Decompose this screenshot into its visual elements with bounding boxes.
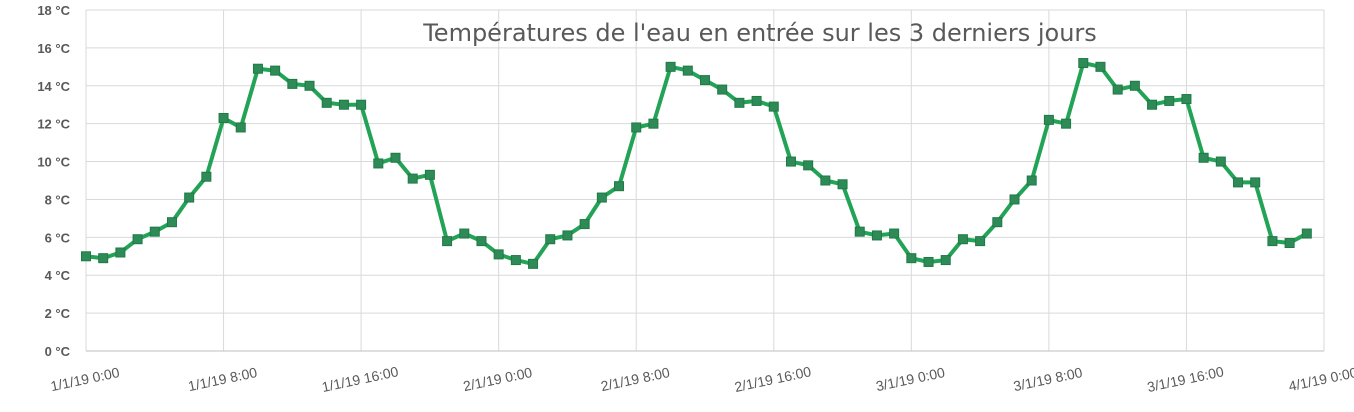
data-point [252, 63, 263, 74]
x-tick-label: 1/1/19 16:00 [320, 363, 400, 395]
data-point [1129, 80, 1140, 91]
data-point [356, 99, 367, 110]
data-point [1164, 95, 1175, 106]
data-point [1112, 84, 1123, 95]
data-point [1267, 236, 1278, 247]
data-point [493, 249, 504, 260]
data-point [1301, 228, 1312, 239]
data-point [1009, 194, 1020, 205]
data-point [957, 234, 968, 245]
data-point [1043, 114, 1054, 125]
data-point [338, 99, 349, 110]
y-tick-label: 18 °C [37, 3, 70, 18]
data-point [115, 247, 126, 258]
data-point [304, 80, 315, 91]
x-tick-label: 3/1/19 16:00 [1146, 363, 1226, 395]
x-tick-label: 3/1/19 8:00 [1012, 364, 1084, 394]
data-point [1284, 238, 1295, 249]
data-point [717, 84, 728, 95]
data-point [682, 65, 693, 76]
data-point [1147, 99, 1158, 110]
data-point [201, 171, 212, 182]
data-point [631, 122, 642, 133]
data-point [923, 256, 934, 267]
y-axis-ticks: 0 °C 2 °C 4 °C 6 °C 8 °C 10 °C 12 °C 14 °C 16 °C… [37, 3, 70, 359]
data-point [287, 78, 298, 89]
x-tick-label: 1/1/19 0:00 [49, 364, 121, 394]
y-tick-label: 12 °C [37, 117, 70, 132]
data-point [1026, 175, 1037, 186]
y-tick-label: 2 °C [45, 306, 71, 321]
data-point [854, 226, 865, 237]
data-point [614, 181, 625, 192]
data-point [906, 253, 917, 264]
data-point [1061, 118, 1072, 129]
y-tick-label: 4 °C [45, 268, 71, 283]
data-point [1250, 177, 1261, 188]
data-point [132, 234, 143, 245]
x-tick-label: 3/1/19 0:00 [874, 364, 946, 394]
data-point [373, 158, 384, 169]
data-point [1198, 152, 1209, 163]
data-point [992, 217, 1003, 228]
data-point [459, 228, 470, 239]
data-point [768, 101, 779, 112]
data-point [528, 258, 539, 269]
data-point [665, 61, 676, 72]
data-point [81, 251, 91, 262]
data-point [321, 97, 332, 108]
data-point [734, 97, 745, 108]
data-point [476, 236, 487, 247]
data-point [98, 253, 109, 264]
x-tick-label: 1/1/19 8:00 [187, 364, 259, 394]
data-point [889, 228, 900, 239]
data-point [803, 160, 814, 171]
data-point [407, 173, 418, 184]
data-point [700, 75, 710, 86]
data-point [1233, 177, 1244, 188]
data-point [940, 255, 951, 266]
x-tick-label: 2/1/19 0:00 [462, 364, 534, 394]
y-tick-label: 0 °C [45, 344, 71, 359]
data-point [871, 230, 882, 241]
x-tick-label: 2/1/19 16:00 [733, 363, 813, 395]
data-point [562, 230, 573, 241]
series-line [85, 61, 1308, 266]
data-point [820, 175, 831, 186]
x-axis-ticks: 1/1/19 0:00 1/1/19 8:00 1/1/19 16:00 2/1/19… [49, 363, 1354, 395]
data-point [837, 179, 848, 190]
grid-lines [85, 9, 1325, 351]
data-point [751, 95, 762, 106]
x-tick-label: 2/1/19 8:00 [599, 364, 671, 394]
data-point [545, 234, 556, 245]
data-point [579, 219, 590, 230]
data-point [442, 236, 453, 247]
data-point [424, 169, 435, 180]
y-tick-label: 8 °C [45, 192, 71, 207]
data-point [648, 118, 659, 129]
data-point [975, 236, 986, 247]
data-point [785, 156, 796, 167]
y-tick-label: 16 °C [37, 41, 70, 56]
data-point [218, 112, 229, 123]
data-point [235, 122, 246, 133]
chart-title: Températures de l'eau en entrée sur les … [422, 19, 1097, 47]
y-tick-label: 6 °C [45, 230, 71, 245]
data-point [1215, 156, 1226, 167]
data-point [184, 192, 195, 203]
data-point [596, 192, 607, 203]
y-tick-label: 14 °C [37, 79, 70, 94]
data-point [270, 65, 281, 76]
data-point [166, 217, 177, 228]
data-point [510, 255, 521, 266]
series-temperature [81, 58, 1312, 269]
data-point [1095, 61, 1106, 72]
data-point [390, 152, 401, 163]
y-tick-label: 10 °C [37, 155, 70, 170]
data-point [1078, 58, 1089, 69]
x-tick-label: 4/1/19 0:00 [1287, 364, 1354, 394]
data-point [149, 226, 160, 237]
data-point [1181, 94, 1192, 105]
